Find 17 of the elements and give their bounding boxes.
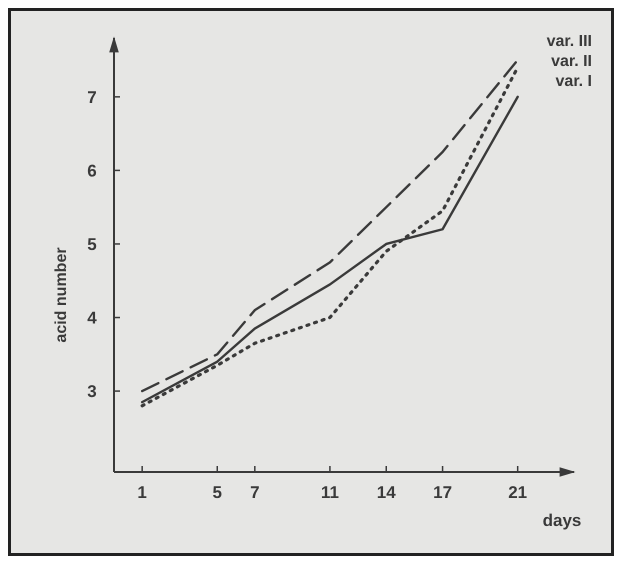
y-tick-label: 6	[87, 161, 97, 180]
y-tick-label: 5	[87, 234, 97, 254]
y-tick-label: 3	[87, 382, 97, 402]
y-axis-title: acid number	[53, 247, 70, 343]
x-tick-label: 21	[508, 483, 528, 502]
series-label: var. III	[546, 33, 592, 50]
x-tick-label: 17	[433, 483, 452, 502]
text: var. II	[551, 53, 592, 70]
x-tick-label: 14	[376, 483, 396, 502]
x-tick-label: 11	[320, 483, 339, 502]
x-axis-title: days	[542, 511, 582, 530]
x-tick-label: 5	[212, 483, 222, 502]
x-tick-label: 1	[137, 483, 147, 502]
y-tick-label: 4	[87, 308, 98, 328]
y-tick-label: 7	[87, 88, 97, 107]
x-tick-label: 7	[250, 483, 260, 502]
text: var. I	[556, 73, 592, 90]
